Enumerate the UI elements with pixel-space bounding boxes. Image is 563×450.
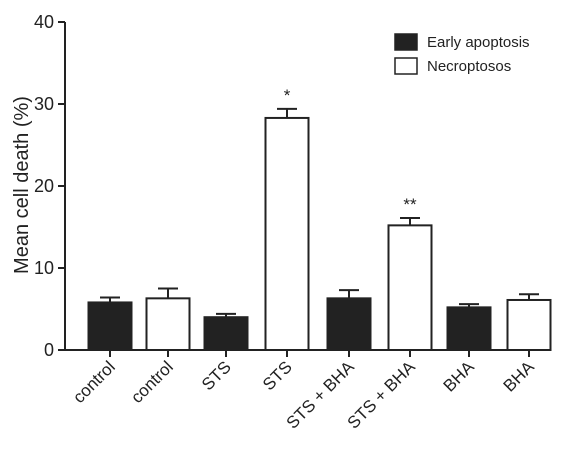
annotations: *** <box>284 86 417 214</box>
y-tick-label: 10 <box>34 258 54 278</box>
y-tick-label: 0 <box>44 340 54 360</box>
significance-marker: ** <box>403 195 417 214</box>
legend: Early apoptosis Necroptosos <box>394 33 530 75</box>
bar-necroptosos <box>506 298 552 352</box>
legend-swatch <box>394 57 418 75</box>
y-axis-label: Mean cell death (%) <box>11 96 33 274</box>
bar-necroptosos <box>145 297 191 351</box>
y-tick-label: 20 <box>34 176 54 196</box>
bar-necroptosos <box>387 224 433 351</box>
legend-label: Early apoptosis <box>427 34 530 51</box>
x-tick-label: BHA <box>500 357 539 396</box>
bar-early-apoptosis <box>446 306 492 351</box>
bar-early-apoptosis <box>203 316 249 352</box>
y-axis: 0 10 20 30 40 <box>34 12 66 360</box>
y-tick-label: 30 <box>34 94 54 114</box>
bars <box>87 116 552 352</box>
bar-early-apoptosis <box>326 297 372 351</box>
significance-marker: * <box>284 86 291 105</box>
x-tick-label: STS <box>198 357 235 394</box>
y-tick-label: 40 <box>34 12 54 32</box>
bar-necroptosos <box>264 116 310 351</box>
error-bars <box>100 107 539 318</box>
legend-label: Necroptosos <box>427 58 511 75</box>
bar-early-apoptosis <box>87 301 133 352</box>
legend-swatch <box>394 33 418 51</box>
x-tick-label: STS <box>259 357 296 394</box>
x-tick-label: BHA <box>440 357 479 396</box>
x-tick-label: control <box>127 357 177 407</box>
x-tick-label: control <box>69 357 119 407</box>
x-axis <box>65 349 550 357</box>
